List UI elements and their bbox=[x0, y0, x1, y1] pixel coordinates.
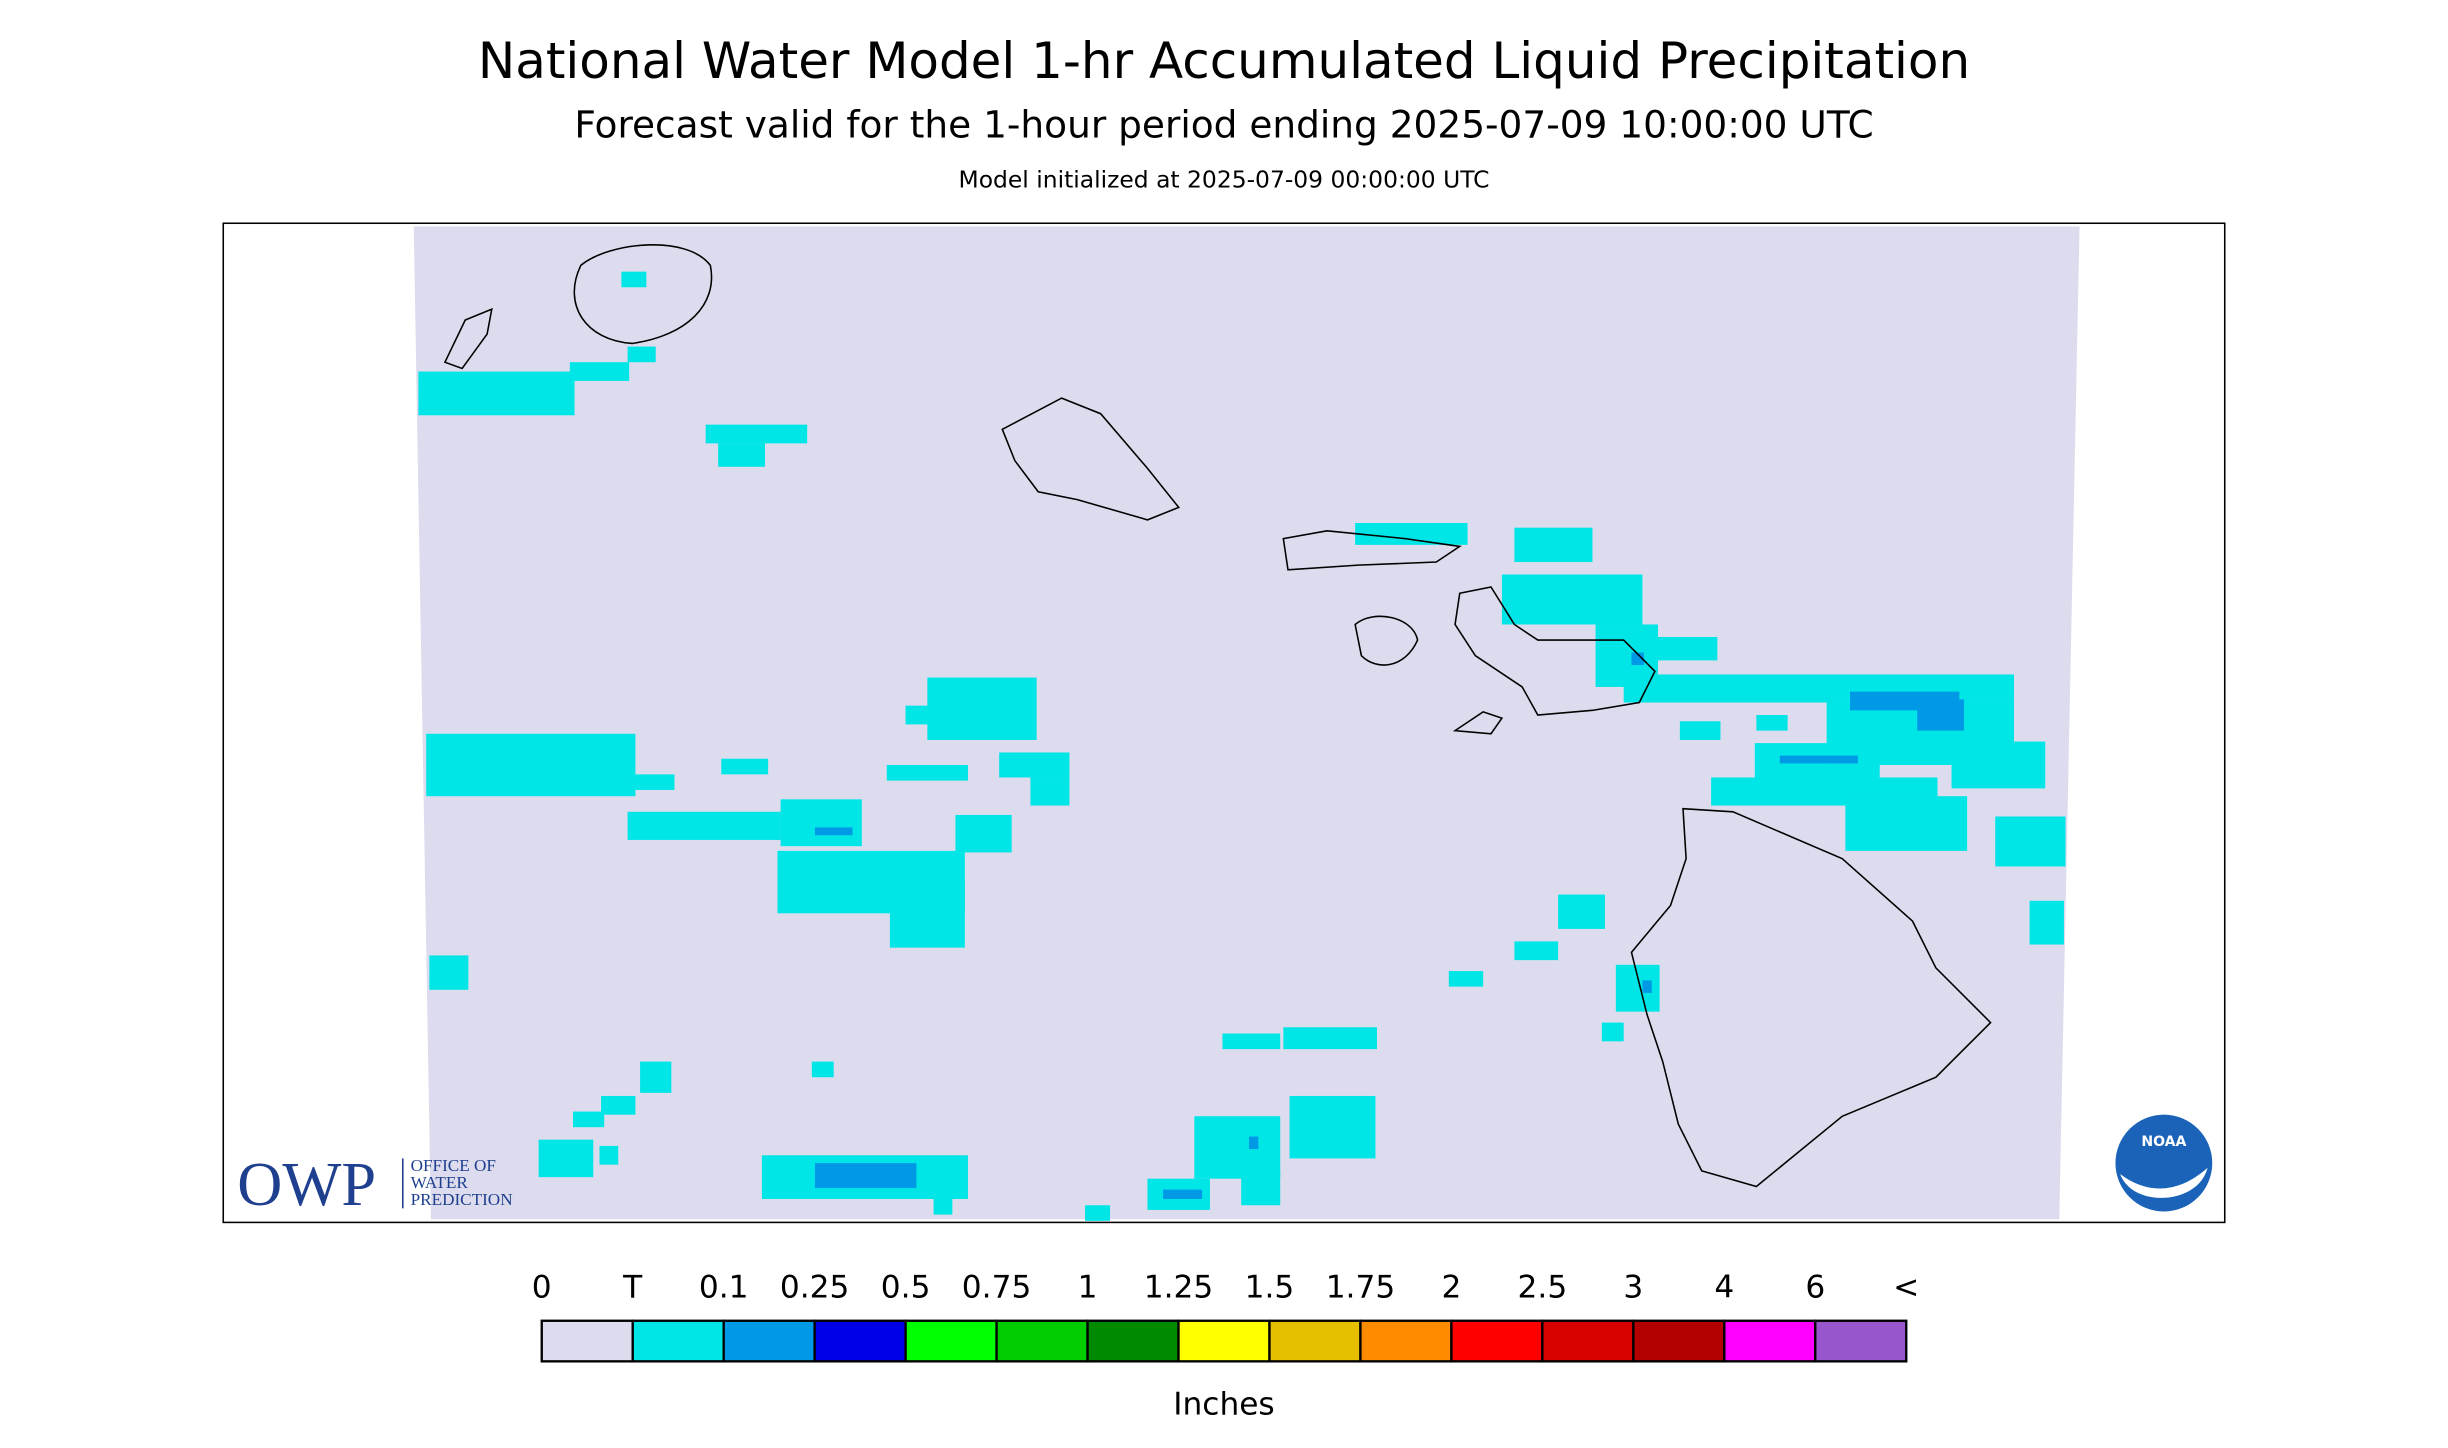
owp-logo: OWP OFFICE OF WATER PREDICTION bbox=[237, 1149, 512, 1219]
legend-label: T bbox=[622, 1269, 643, 1305]
legend-label: 1.5 bbox=[1245, 1269, 1295, 1305]
legend-swatch bbox=[1723, 1319, 1817, 1363]
legend-swatch bbox=[1359, 1319, 1453, 1363]
legend-swatch bbox=[995, 1319, 1089, 1363]
legend-swatch bbox=[813, 1319, 907, 1363]
legend-swatch bbox=[631, 1319, 725, 1363]
legend-swatch bbox=[722, 1319, 816, 1363]
init-time: Model initialized at 2025-07-09 00:00:00… bbox=[959, 165, 1490, 193]
precip-patches bbox=[418, 271, 2066, 1221]
title: National Water Model 1-hr Accumulated Li… bbox=[478, 32, 1970, 90]
legend-label: 0.25 bbox=[780, 1269, 850, 1305]
data-domain bbox=[413, 226, 2080, 1220]
legend-label: < bbox=[1893, 1269, 1919, 1305]
legend: 0 T 0.1 0.25 0.5 0.75 1 1.25 1.5 1.75 2 2.5 3 4 6 < bbox=[532, 1269, 1919, 1363]
legend-label: 0.1 bbox=[699, 1269, 749, 1305]
owp-line: WATER bbox=[411, 1173, 469, 1192]
legend-swatch bbox=[904, 1319, 998, 1363]
legend-label: 2.5 bbox=[1518, 1269, 1568, 1305]
legend-swatch bbox=[540, 1319, 634, 1363]
legend-label: 0.5 bbox=[881, 1269, 931, 1305]
legend-label: 0.75 bbox=[962, 1269, 1032, 1305]
legend-label: 3 bbox=[1623, 1269, 1643, 1305]
coastlines bbox=[443, 244, 1992, 1188]
legend-swatch bbox=[1814, 1319, 1908, 1363]
legend-label: 1 bbox=[1078, 1269, 1098, 1305]
legend-label: 6 bbox=[1805, 1269, 1825, 1305]
noaa-logo: NOAA bbox=[2115, 1114, 2213, 1212]
legend-label: 1.25 bbox=[1144, 1269, 1214, 1305]
noaa-mark: NOAA bbox=[2141, 1134, 2186, 1150]
legend-swatch bbox=[1177, 1319, 1271, 1363]
legend-label: 4 bbox=[1714, 1269, 1734, 1305]
legend-swatch bbox=[1086, 1319, 1180, 1363]
owp-line: PREDICTION bbox=[411, 1190, 513, 1209]
legend-label: 1.75 bbox=[1326, 1269, 1396, 1305]
legend-unit: Inches bbox=[1173, 1386, 1274, 1422]
legend-label: 2 bbox=[1441, 1269, 1461, 1305]
legend-swatch bbox=[1450, 1319, 1544, 1363]
legend-swatch bbox=[1268, 1319, 1362, 1363]
legend-swatch bbox=[1632, 1319, 1726, 1363]
subtitle: Forecast valid for the 1-hour period end… bbox=[574, 102, 1873, 146]
owp-line: OFFICE OF bbox=[411, 1156, 496, 1175]
legend-label: 0 bbox=[532, 1269, 552, 1305]
owp-mark: OWP bbox=[237, 1149, 376, 1219]
legend-swatch bbox=[1541, 1319, 1635, 1363]
